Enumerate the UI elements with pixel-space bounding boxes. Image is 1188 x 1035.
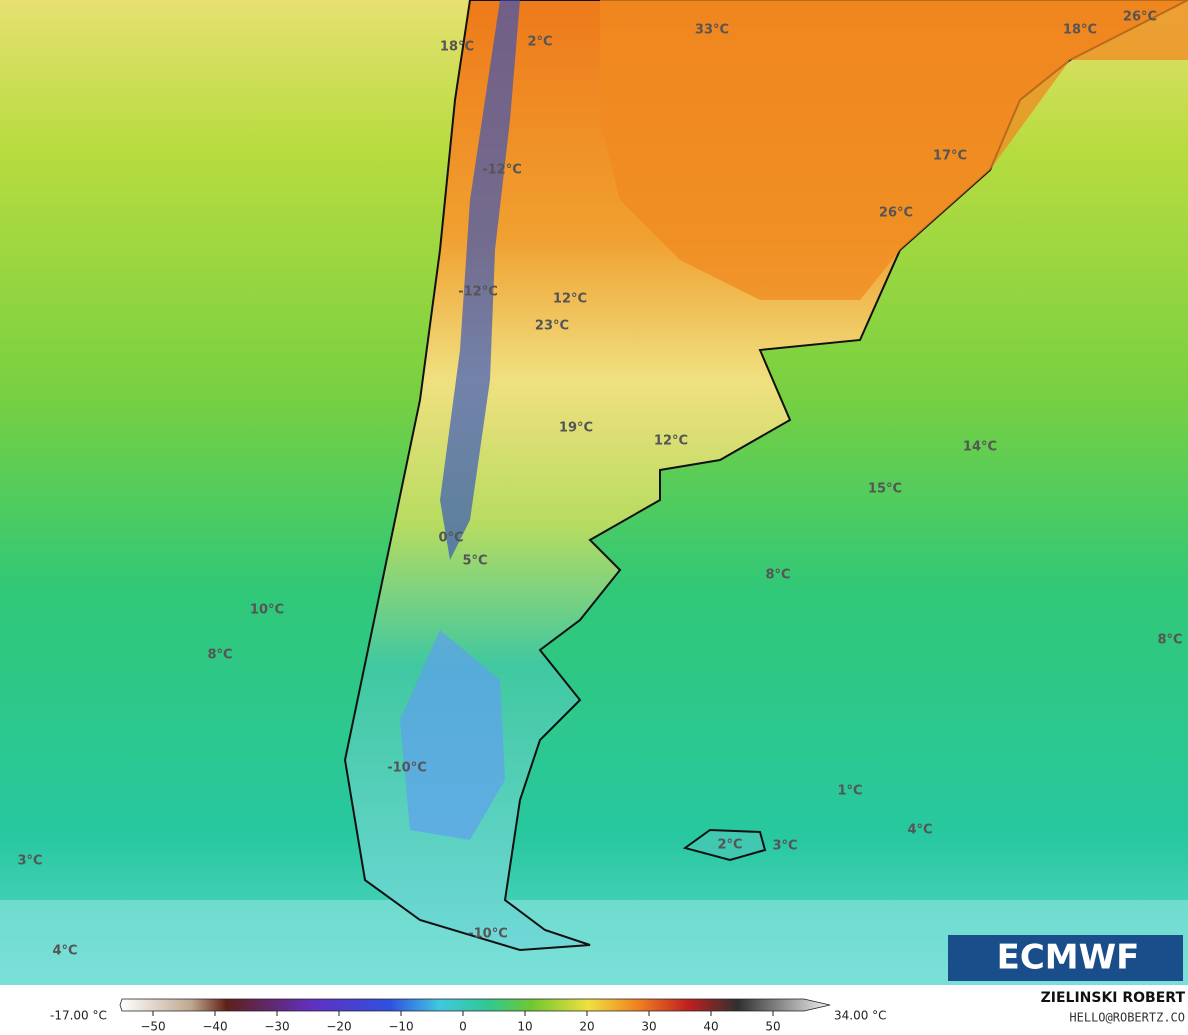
temperature-label: 18°C bbox=[440, 40, 474, 55]
temperature-label: 1°C bbox=[837, 784, 862, 799]
temperature-label: 3°C bbox=[17, 854, 42, 869]
temperature-label: 3°C bbox=[772, 839, 797, 854]
author-name: ZIELINSKI ROBERT bbox=[1041, 990, 1186, 1006]
temperature-label: 23°C bbox=[535, 319, 569, 334]
temperature-label: -12°C bbox=[482, 163, 522, 178]
colorbar-tick-label: 0 bbox=[459, 1020, 467, 1034]
author-contact: HELLO@ROBERTZ.CO bbox=[1069, 1011, 1185, 1025]
temperature-label: 8°C bbox=[207, 648, 232, 663]
temperature-label: 26°C bbox=[1123, 10, 1157, 25]
falkland-islands bbox=[682, 828, 767, 862]
temperature-label: 8°C bbox=[1157, 633, 1182, 648]
temperature-label: -10°C bbox=[387, 761, 427, 776]
colorbar-tick-label: −40 bbox=[202, 1020, 227, 1034]
temperature-label: 18°C bbox=[1063, 23, 1097, 38]
temperature-label: 10°C bbox=[250, 603, 284, 618]
temperature-label: -10°C bbox=[468, 927, 508, 942]
temperature-label: 26°C bbox=[879, 206, 913, 221]
temperature-label: 12°C bbox=[553, 292, 587, 307]
colorbar-tick-label: −50 bbox=[140, 1020, 165, 1034]
temperature-label: 15°C bbox=[868, 482, 902, 497]
temperature-label: -12°C bbox=[458, 285, 498, 300]
temperature-label: 14°C bbox=[963, 440, 997, 455]
temperature-label: 4°C bbox=[907, 823, 932, 838]
temperature-label: 4°C bbox=[52, 944, 77, 959]
temperature-label: 17°C bbox=[933, 149, 967, 164]
cold-region bbox=[400, 630, 505, 840]
colorbar-tick-label: 10 bbox=[517, 1020, 532, 1034]
colorbar-tick-label: −10 bbox=[388, 1020, 413, 1034]
temperature-label: 2°C bbox=[717, 838, 742, 853]
colorbar-tick-label: 30 bbox=[641, 1020, 656, 1034]
temperature-label: 8°C bbox=[765, 568, 790, 583]
temperature-label: 2°C bbox=[527, 35, 552, 50]
temperature-label: 5°C bbox=[462, 554, 487, 569]
colorbar-tick-label: 20 bbox=[579, 1020, 594, 1034]
land bbox=[343, 0, 1188, 952]
temperature-label: 33°C bbox=[695, 23, 729, 38]
colorbar-tick-label: 40 bbox=[703, 1020, 718, 1034]
colorbar bbox=[119, 998, 831, 1012]
colorbar-tick-label: −30 bbox=[264, 1020, 289, 1034]
andes bbox=[440, 0, 520, 560]
temperature-label: 0°C bbox=[438, 531, 463, 546]
colorbar-tick-label: −20 bbox=[326, 1020, 351, 1034]
temperature-label: 19°C bbox=[559, 421, 593, 436]
logo-box bbox=[948, 935, 1183, 981]
colorbar-max: 34.00 °C bbox=[834, 1009, 887, 1023]
logo: ECMWF bbox=[997, 938, 1140, 978]
warm-region bbox=[600, 0, 1188, 300]
temperature-label: 12°C bbox=[654, 434, 688, 449]
colorbar-tick-label: 50 bbox=[765, 1020, 780, 1034]
colorbar-min: -17.00 °C bbox=[50, 1009, 107, 1023]
